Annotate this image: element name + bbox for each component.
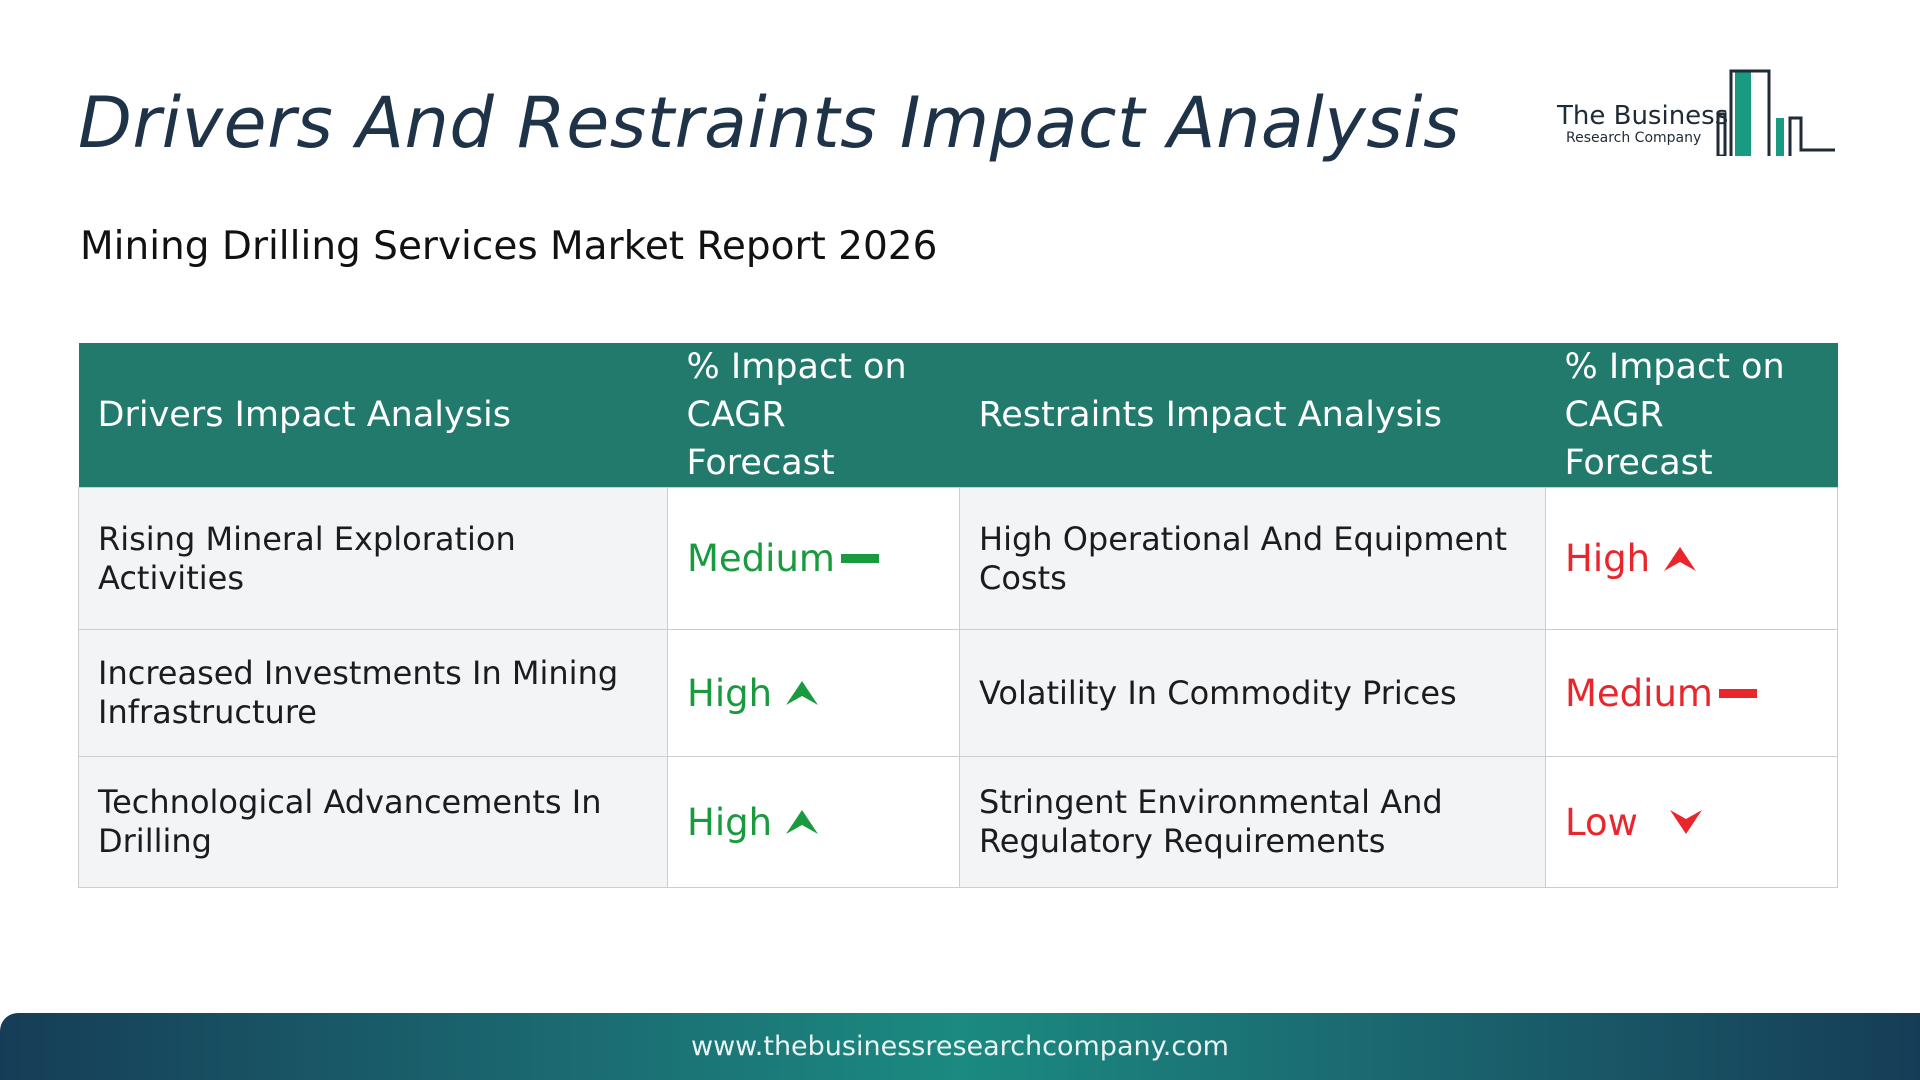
table-row: Rising Mineral Exploration Activities Me… — [78, 487, 1838, 630]
driver-impact-cell: High — [667, 629, 960, 757]
report-subtitle: Mining Drilling Services Market Report 2… — [80, 224, 938, 269]
restraint-cell: Volatility In Commodity Prices — [959, 629, 1546, 757]
arrow-down-icon — [1669, 810, 1702, 834]
restraint-impact-level: Low — [1565, 803, 1818, 842]
table-row: Increased Investments In Mining Infrastr… — [78, 629, 1838, 757]
driver-cell: Rising Mineral Exploration Activities — [78, 487, 668, 630]
restraints-impact-header-line-1: % Impact on — [1564, 347, 1785, 387]
arrow-up-icon — [786, 681, 819, 705]
dash-icon — [1718, 688, 1757, 698]
drivers-impact-header: % Impact on CAGR Forecast — [667, 343, 960, 488]
restraint-cell: High Operational And Equipment Costs — [959, 487, 1546, 630]
restraint-impact-cell: High — [1545, 487, 1838, 630]
impact-table: Drivers Impact Analysis % Impact on CAGR… — [78, 343, 1838, 888]
restraint-impact-label: Medium — [1565, 671, 1713, 715]
driver-impact-cell: High — [667, 756, 960, 888]
driver-cell: Increased Investments In Mining Infrastr… — [78, 629, 668, 757]
drivers-impact-header-line-2: CAGR Forecast — [686, 395, 835, 483]
driver-cell: Technological Advancements In Drilling — [78, 756, 668, 888]
driver-impact-level: High — [687, 803, 940, 842]
dash-icon — [840, 554, 879, 563]
drivers-header: Drivers Impact Analysis — [78, 343, 668, 488]
footer-url-link[interactable]: www.thebusinessresearchcompany.com — [691, 1031, 1229, 1062]
restraint-impact-label: Low — [1565, 800, 1638, 844]
restraints-impact-header: % Impact on CAGR Forecast — [1545, 343, 1838, 488]
restraint-impact-cell: Low — [1545, 756, 1838, 888]
table-header-row: Drivers Impact Analysis % Impact on CAGR… — [78, 343, 1838, 488]
page-title: Drivers And Restraints Impact Analysis — [78, 82, 1461, 164]
restraints-impact-header-line-2: CAGR Forecast — [1564, 395, 1713, 483]
restraint-cell: Stringent Environmental And Regulatory R… — [959, 756, 1546, 888]
driver-impact-cell: Medium — [667, 487, 960, 630]
restraint-impact-level: High — [1565, 539, 1818, 578]
driver-impact-label: Medium — [687, 537, 835, 580]
restraint-impact-label: High — [1565, 537, 1651, 580]
restraint-impact-level: Medium — [1565, 674, 1818, 713]
restraints-header: Restraints Impact Analysis — [959, 343, 1546, 488]
arrow-up-icon — [1664, 546, 1697, 571]
logo-line-1: The Business — [1557, 101, 1729, 131]
driver-impact-level: High — [687, 674, 940, 713]
driver-impact-label: High — [687, 671, 773, 715]
driver-impact-label: High — [687, 800, 773, 844]
building-bars-logo-icon — [1716, 69, 1835, 156]
logo-line-2: Research Company — [1566, 130, 1702, 146]
company-logo: The Business Research Company — [1550, 66, 1840, 156]
footer-bar: www.thebusinessresearchcompany.com — [0, 1013, 1920, 1080]
arrow-up-icon — [786, 810, 819, 834]
table-row: Technological Advancements In Drilling H… — [78, 756, 1838, 888]
drivers-impact-header-line-1: % Impact on — [686, 347, 907, 387]
driver-impact-level: Medium — [687, 539, 940, 578]
restraint-impact-cell: Medium — [1545, 629, 1838, 757]
